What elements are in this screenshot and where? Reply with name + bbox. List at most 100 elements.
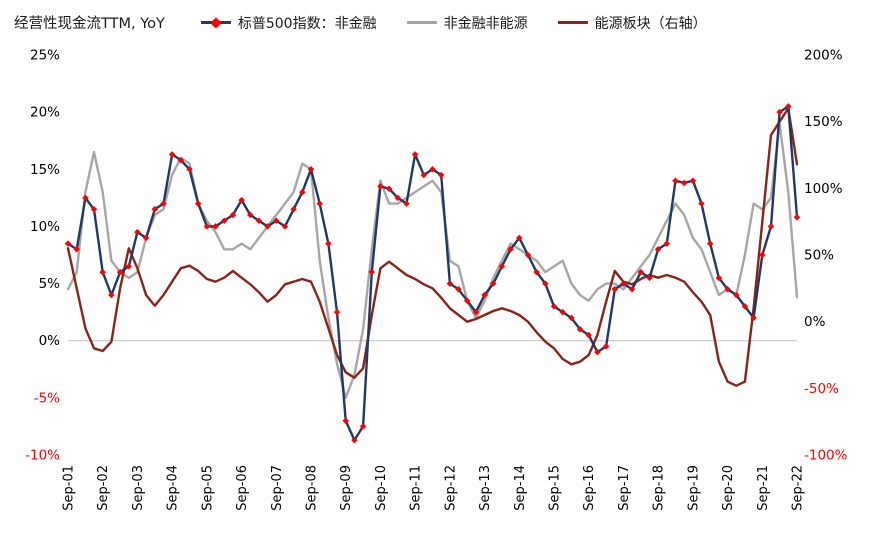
series-sp500-nonfin-marker <box>99 268 106 276</box>
series-sp500-nonfin-marker <box>377 183 384 190</box>
left-axis-tick: -10% <box>25 448 60 464</box>
right-axis-tick: 100% <box>804 181 843 197</box>
legend: 标普500指数：非金融 非金融非能源 能源板块（右轴） <box>200 13 707 33</box>
energy-line-swatch <box>557 21 588 24</box>
left-axis-tick: -5% <box>34 390 60 406</box>
series-sp500-nonfin-marker <box>741 303 749 310</box>
series-sp500-nonfin-marker <box>446 280 454 287</box>
series-sp500-nonfin-marker <box>507 246 514 253</box>
series-sp500-nonfin-marker <box>429 166 436 173</box>
x-axis-tick: Sep-19 <box>686 465 701 511</box>
series-sp500-nonfin-marker <box>550 303 558 310</box>
series-sp500-nonfin-marker <box>689 177 697 184</box>
left-axis-tick: 15% <box>30 162 60 178</box>
legend-item-energy: 能源板块（右轴） <box>557 13 707 33</box>
series-sp500-nonfin-marker <box>342 417 349 424</box>
series-sp500-nonfin-marker <box>628 286 636 293</box>
series-sp500-nonfin-marker <box>108 291 115 299</box>
series-sp500-nonfin-marker <box>576 326 584 333</box>
x-axis-tick: Sep-15 <box>548 465 563 511</box>
series-sp500-nonfin-marker <box>186 166 193 173</box>
legend-item-nonfin-nonenergy: 非金融非能源 <box>406 13 528 33</box>
x-axis-tick: Sep-09 <box>339 465 354 511</box>
right-axis-tick: 200% <box>804 48 843 64</box>
left-axis-tick: 0% <box>39 333 61 349</box>
x-axis-tick: Sep-03 <box>131 465 146 511</box>
x-axis-tick: Sep-13 <box>478 465 493 511</box>
left-axis-tick: 25% <box>30 48 60 64</box>
series-sp500-nonfin-marker <box>351 436 358 444</box>
series-sp500-nonfin-marker <box>559 308 566 316</box>
series-sp500-nonfin-marker <box>767 223 775 230</box>
series-sp500-nonfin-marker <box>134 228 141 236</box>
left-axis-tick: 20% <box>30 105 60 121</box>
series-sp500-nonfin-marker <box>663 240 671 247</box>
x-axis-tick: Sep-01 <box>62 465 77 511</box>
series-sp500-nonfin-marker <box>246 211 254 219</box>
series-sp500-nonfin-marker <box>160 200 167 207</box>
right-axis-tick: 150% <box>804 114 843 130</box>
left-axis-tick: 5% <box>39 276 61 292</box>
x-axis-tick: Sep-06 <box>235 465 250 511</box>
chart-svg: 25% 20% 15% 10% 5% 0% -5% -10% 200% 150% 100% 50% 0%… <box>25 48 848 511</box>
series-sp500-nonfin-marker <box>273 217 280 224</box>
x-axis-tick: Sep-21 <box>756 465 771 511</box>
series-sp500-nonfin-marker <box>715 274 723 282</box>
series-sp500-nonfin-marker <box>142 234 150 242</box>
series-sp500-nonfin-marker <box>281 223 289 230</box>
series-sp500-nonfin-marker <box>611 286 619 293</box>
x-axis-tick: Sep-10 <box>374 465 389 511</box>
series-sp500-nonfin-marker <box>403 200 410 207</box>
series-sp500-nonfin-marker <box>680 179 688 187</box>
series-sp500-nonfin-marker <box>316 200 323 207</box>
series-sp500-nonfin-marker <box>333 308 341 316</box>
series-sp500-nonfin-marker <box>368 268 375 276</box>
legend-label-nonfin-nonenergy: 非金融非能源 <box>443 15 528 32</box>
left-axis-tick: 10% <box>30 219 60 235</box>
legend-label-sp500-nonfin: 标普500指数：非金融 <box>237 15 377 32</box>
series-sp500-nonfin-marker <box>437 171 445 179</box>
red-diamond-marker-icon <box>210 16 222 29</box>
sp500-line-swatch <box>200 16 231 29</box>
x-axis-tick: Sep-08 <box>305 465 320 511</box>
series-sp500-nonfin-marker <box>585 331 592 339</box>
x-axis-tick: Sep-16 <box>582 465 597 511</box>
series-sp500-nonfin-marker <box>489 280 497 287</box>
x-axis-tick: Sep-07 <box>270 465 285 511</box>
series-nonfin-nonenergy-line <box>66 122 799 400</box>
series-sp500-nonfin-marker <box>64 240 72 247</box>
right-axis-tick: -100% <box>804 448 848 464</box>
series-sp500-nonfin-marker <box>776 108 783 116</box>
right-axis-tick: 50% <box>804 248 834 264</box>
x-axis-tick: Sep-20 <box>721 465 736 511</box>
series-sp500-nonfin-marker <box>672 177 679 184</box>
x-axis-tick: Sep-04 <box>166 465 181 511</box>
right-axis-tick: -50% <box>804 381 839 397</box>
chart-title: 经营性现金流TTM, YoY <box>14 16 165 32</box>
right-axis-tick: 0% <box>804 314 826 330</box>
series-sp500-nonfin-marker <box>238 196 245 204</box>
series-sp500-nonfin-marker <box>463 297 471 304</box>
series-sp500-nonfin-marker <box>654 246 662 253</box>
series-sp500-nonfin-marker <box>455 286 462 293</box>
series-sp500-nonfin-marker <box>203 223 211 230</box>
series-sp500-nonfin-marker <box>602 343 610 350</box>
series-sp500-nonfin-marker <box>299 188 306 196</box>
x-axis-tick: Sep-22 <box>791 465 806 511</box>
series-sp500-nonfin-marker <box>698 200 705 207</box>
series-sp500-nonfin-marker <box>759 251 766 259</box>
series-sp500-nonfin-marker <box>568 314 575 322</box>
legend-item-sp500-nonfin: 标普500指数：非金融 <box>200 13 377 33</box>
x-axis-tick: Sep-05 <box>200 465 215 511</box>
series-sp500-nonfin-marker <box>524 251 532 259</box>
x-axis-tick: Sep-18 <box>652 465 667 511</box>
series-sp500-nonfin-marker <box>733 291 740 299</box>
series-sp500-nonfin-marker <box>325 240 332 247</box>
series-sp500-nonfin-marker <box>420 171 428 179</box>
series-sp500-nonfin-marker <box>229 211 237 219</box>
series-sp500-nonfin-marker <box>533 268 540 276</box>
x-axis-tick: Sep-12 <box>443 465 458 511</box>
series-sp500-nonfin-marker <box>194 200 202 207</box>
series-sp500-nonfin-marker <box>73 246 80 253</box>
series-sp500-nonfin-marker <box>220 217 228 224</box>
